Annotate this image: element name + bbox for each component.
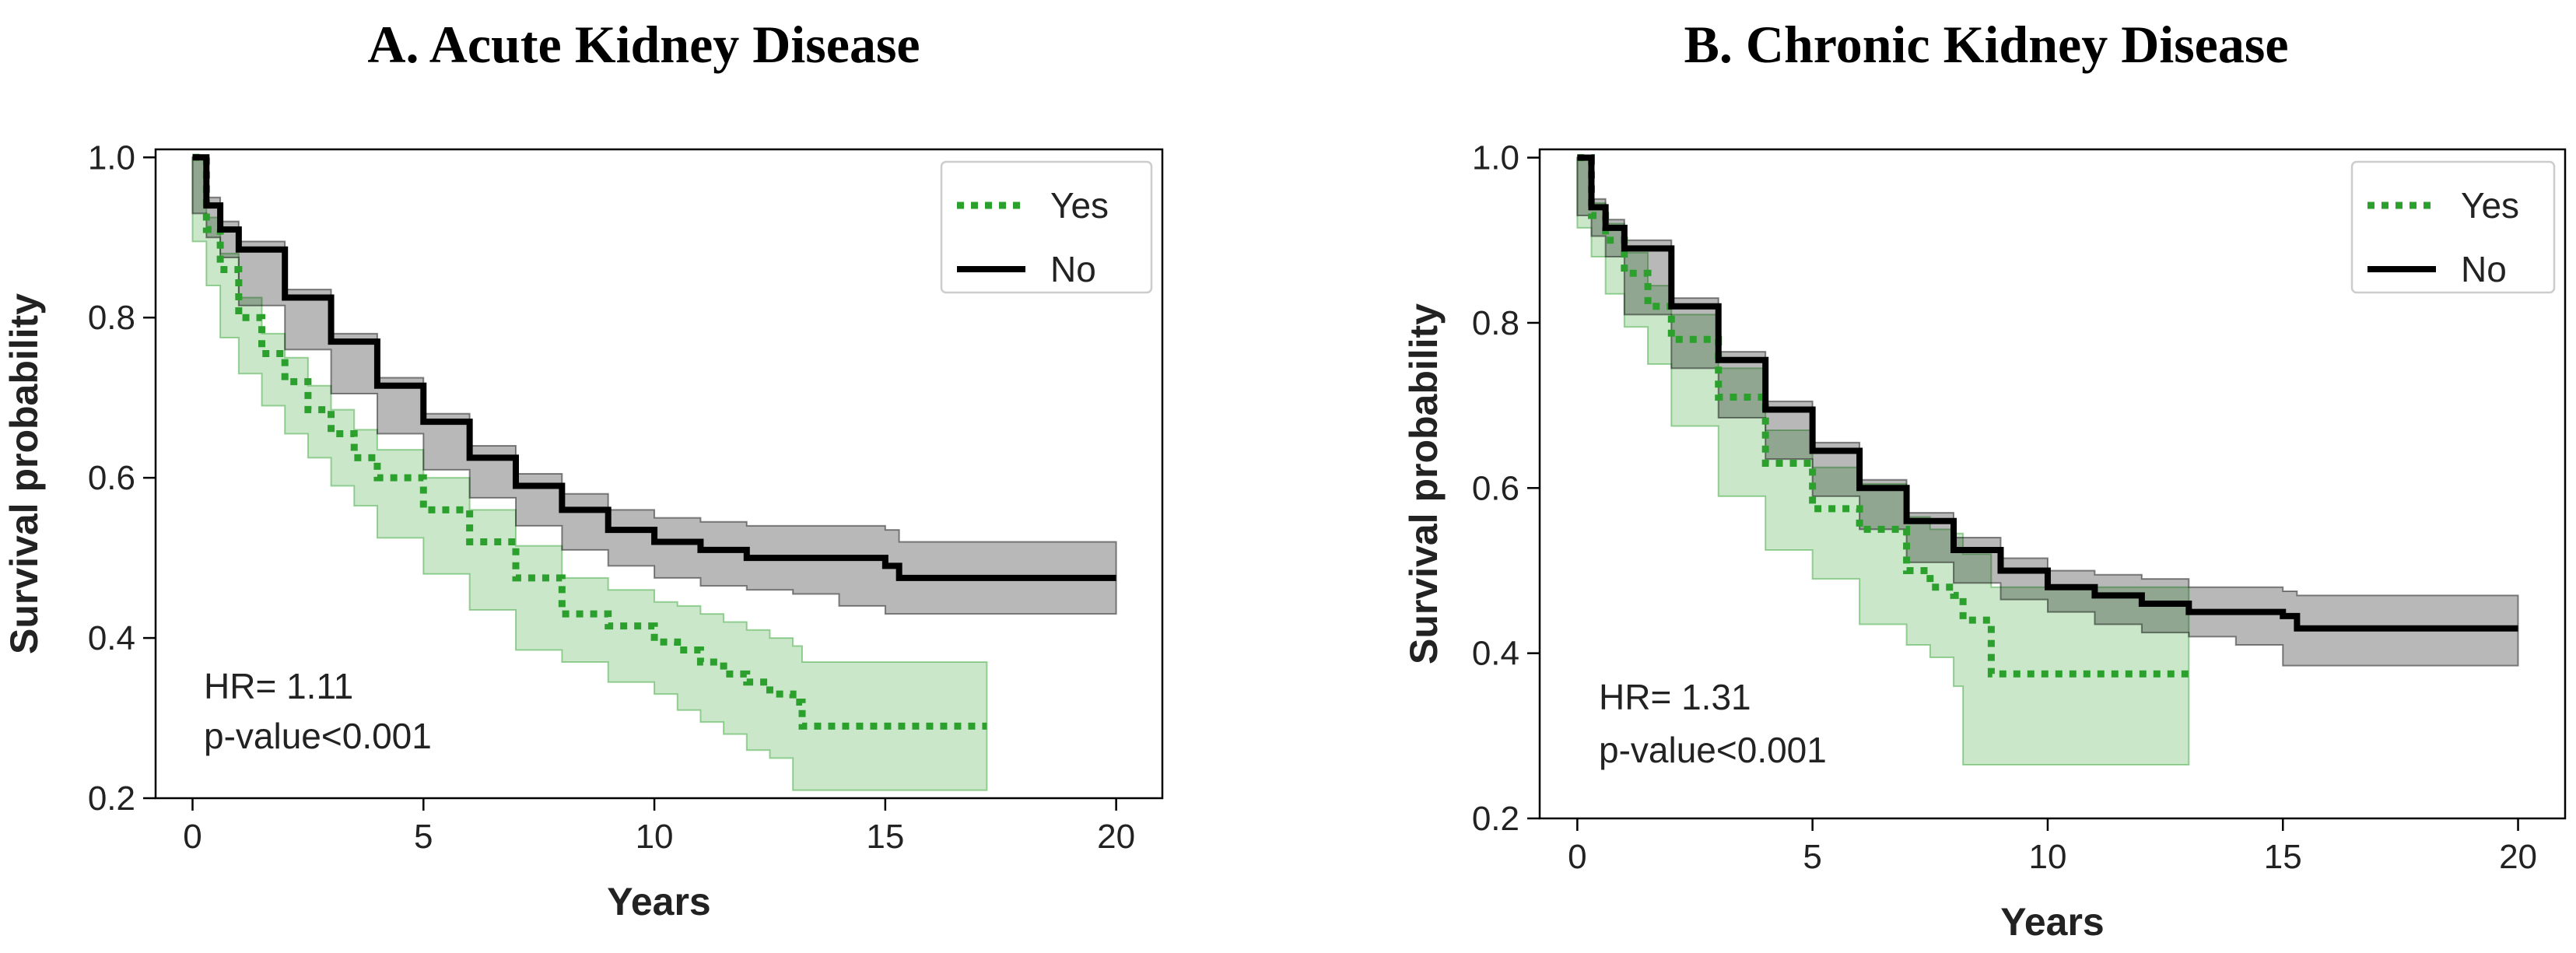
x-tick-label: 10 bbox=[636, 818, 674, 856]
hr-annotation: HR= 1.31 bbox=[1599, 677, 1751, 717]
chart-title: A. Acute Kidney Disease bbox=[367, 15, 920, 74]
y-tick-label: 0.4 bbox=[1472, 635, 1519, 673]
y-tick-label: 0.8 bbox=[1472, 304, 1519, 342]
chart-panel-acute: A. Acute Kidney Disease 0 5 10 15 20 0.2 0.4 0.… bbox=[2, 15, 1164, 923]
x-axis-label: Years bbox=[607, 880, 710, 923]
y-tick-label: 0.2 bbox=[88, 780, 135, 818]
chart-panel-chronic: B. Chronic Kidney Disease 0 5 10 15 20 0.2 0.4… bbox=[1397, 0, 2576, 953]
legend-box bbox=[940, 160, 1153, 294]
y-tick-label: 1.0 bbox=[1472, 139, 1519, 177]
legend-label-yes: Yes bbox=[2461, 185, 2519, 226]
x-tick-label: 20 bbox=[1097, 818, 1135, 856]
y-tick-label: 0.8 bbox=[88, 299, 135, 337]
y-tick-label: 0.4 bbox=[88, 619, 135, 657]
plot-frame bbox=[1538, 148, 2567, 820]
y-axis-label: Survival probability bbox=[2, 293, 46, 654]
x-tick-label: 0 bbox=[1568, 838, 1586, 876]
x-tick-label: 0 bbox=[183, 818, 202, 856]
legend-label-no: No bbox=[2461, 249, 2507, 289]
legend-box bbox=[2350, 160, 2556, 294]
chart-svg: 0 5 10 15 20 0.2 0.4 0.6 0.8 1.0 Years Survival pro… bbox=[1402, 139, 2567, 944]
plot-frame bbox=[154, 148, 1164, 800]
x-tick-label: 20 bbox=[2499, 838, 2537, 876]
chart-title: B. Chronic Kidney Disease bbox=[1684, 15, 2289, 74]
x-axis-label: Years bbox=[2000, 900, 2104, 944]
series-line-yes bbox=[1577, 154, 2189, 678]
p-value-annotation: p-value<0.001 bbox=[204, 716, 432, 756]
series-line-yes bbox=[192, 153, 987, 730]
legend-label-yes: Yes bbox=[1050, 185, 1109, 226]
x-tick-label: 15 bbox=[866, 818, 904, 856]
y-tick-label: 0.2 bbox=[1472, 800, 1519, 838]
p-value-annotation: p-value<0.001 bbox=[1599, 730, 1827, 770]
y-tick-label: 0.6 bbox=[88, 459, 135, 497]
y-tick-label: 0.6 bbox=[1472, 469, 1519, 507]
series-line-no bbox=[1577, 154, 2518, 632]
x-tick-label: 10 bbox=[2028, 838, 2066, 876]
x-tick-label: 5 bbox=[414, 818, 433, 856]
x-tick-label: 5 bbox=[1803, 838, 1821, 876]
hr-annotation: HR= 1.11 bbox=[204, 666, 353, 706]
series-line-no bbox=[192, 154, 1116, 581]
y-tick-label: 1.0 bbox=[88, 138, 135, 177]
x-tick-label: 15 bbox=[2264, 838, 2302, 876]
chart-svg: 0 5 10 15 20 0.2 0.4 0.6 0.8 1.0 Years Survival pro… bbox=[2, 138, 1164, 923]
legend-label-no: No bbox=[1050, 249, 1096, 289]
y-axis-label: Survival probability bbox=[1402, 303, 1446, 664]
